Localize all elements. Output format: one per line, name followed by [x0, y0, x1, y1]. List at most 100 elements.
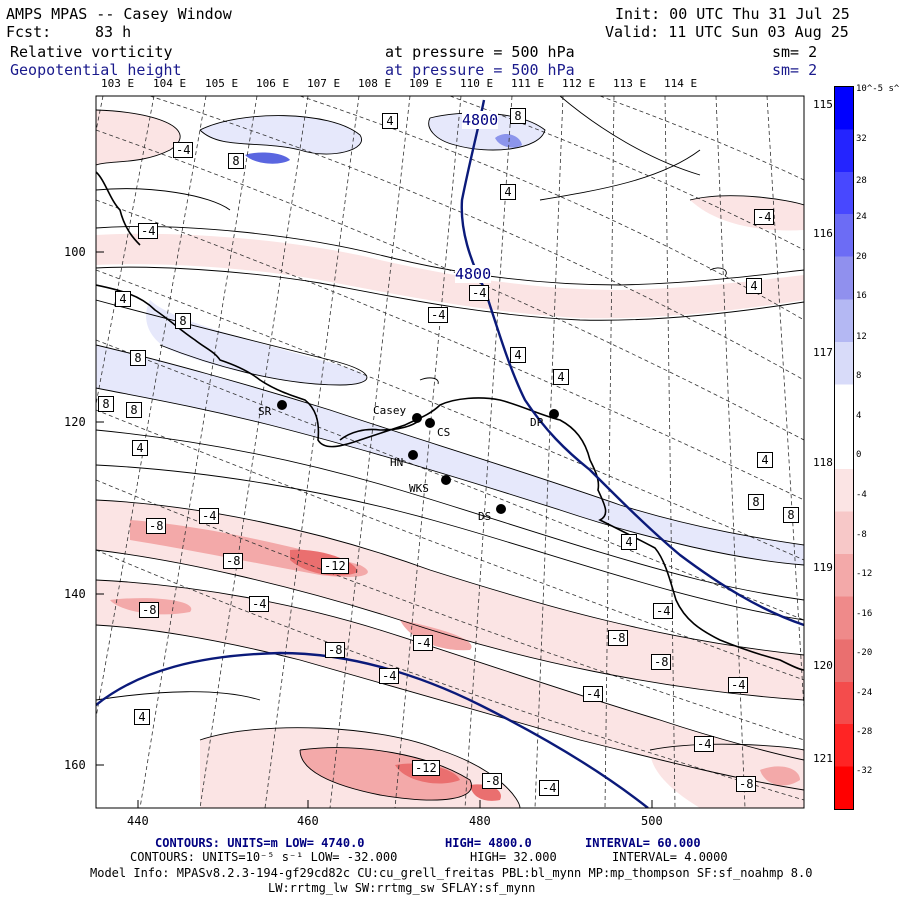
vorticity-fill-negative	[96, 580, 804, 790]
station-marker[interactable]	[408, 450, 418, 460]
station-marker[interactable]	[441, 475, 451, 485]
footer-vorticity-high: HIGH= 32.000	[470, 850, 557, 864]
init-time: Init: 00 UTC Thu 31 Jul 25	[615, 5, 850, 23]
colorbar-tick: 4	[856, 411, 862, 421]
vorticity-label: -4	[728, 677, 749, 693]
vorticity-label: -4	[583, 686, 604, 702]
colorbar-tick: 32	[856, 134, 867, 144]
x-axis-label: 440	[127, 814, 149, 828]
y-axis-label: 120	[64, 415, 86, 429]
lon-label: 104 E	[153, 77, 187, 90]
lon-label: 106 E	[256, 77, 290, 90]
vorticity-fill-negative	[300, 747, 472, 800]
colorbar-tick: -12	[856, 569, 873, 579]
field1-name: Relative vorticity	[10, 43, 173, 61]
colorbar-tick: -20	[856, 648, 873, 658]
lon-label: 113 E	[613, 77, 647, 90]
lon-label: 109 E	[409, 77, 443, 90]
vorticity-label: 4	[746, 278, 762, 294]
vorticity-label: 4	[382, 113, 398, 129]
station-label: CS	[437, 426, 451, 439]
lon-label: 107 E	[307, 77, 341, 90]
station-marker[interactable]	[496, 504, 506, 514]
footer-height-interval: INTERVAL= 60.000	[585, 836, 701, 850]
colorbar-tick: 28	[856, 176, 867, 186]
lon-label: 110 E	[460, 77, 494, 90]
vorticity-label: 4	[553, 369, 569, 385]
height-contour-4800-south	[96, 651, 649, 808]
station-marker[interactable]	[425, 418, 435, 428]
vorticity-label: -8	[651, 654, 672, 670]
vorticity-label: 8	[748, 494, 764, 510]
vorticity-label: -4	[173, 142, 194, 158]
valid-time: Valid: 11 UTC Sun 03 Aug 25	[605, 23, 849, 41]
colorbar	[834, 86, 854, 810]
footer-vorticity-interval: INTERVAL= 4.0000	[612, 850, 728, 864]
field1-smoothing: sm= 2	[772, 43, 818, 61]
lon-label: 111 E	[511, 77, 545, 90]
vorticity-label: 4	[757, 452, 773, 468]
vorticity-fill-positive	[96, 345, 804, 565]
colorbar-tick: 16	[856, 291, 867, 301]
x-axis-label: 480	[469, 814, 491, 828]
vorticity-label: 8	[783, 507, 799, 523]
vorticity-label: -4	[653, 603, 674, 619]
vorticity-fill-positive	[245, 152, 290, 164]
vorticity-label: -4	[249, 596, 270, 612]
forecast-label: Fcst:	[6, 23, 52, 41]
height-label: 4800	[455, 265, 492, 283]
vorticity-label: -4	[379, 668, 400, 684]
colorbar-tick: -4	[856, 490, 867, 500]
vorticity-label: -8	[223, 553, 244, 569]
coastline	[96, 171, 804, 671]
vorticity-fill-negative	[760, 766, 800, 786]
colorbar-tick: 8	[856, 371, 862, 381]
vorticity-label: -4	[754, 209, 775, 225]
station-label: SR	[258, 405, 272, 418]
station-marker[interactable]	[412, 413, 422, 423]
field2-name: Geopotential height	[10, 61, 182, 79]
x-axis-label: 500	[641, 814, 663, 828]
lon-label: 108 E	[358, 77, 392, 90]
forecast-hour: 83 h	[95, 23, 132, 41]
field2-level: at pressure = 500 hPa	[385, 61, 575, 79]
station-label: HN	[390, 456, 404, 469]
footer-height-contours: CONTOURS: UNITS=m LOW= 4740.0	[155, 836, 365, 850]
colorbar-tick: -32	[856, 766, 873, 776]
vorticity-label: 4	[510, 347, 526, 363]
vorticity-label: 4	[134, 709, 150, 725]
field1-level: at pressure = 500 hPa	[385, 43, 575, 61]
lon-label: 103 E	[101, 77, 135, 90]
height-contour-4800-north	[460, 99, 804, 627]
colorbar-tick: 12	[856, 332, 867, 342]
vorticity-label: -4	[694, 736, 715, 752]
vorticity-label: -4	[138, 223, 159, 239]
vorticity-label: 4	[621, 534, 637, 550]
vorticity-fill-positive	[146, 300, 367, 386]
lon-label: 114 E	[664, 77, 698, 90]
height-label: 4800	[462, 111, 499, 129]
vorticity-label: 4	[132, 440, 148, 456]
colorbar-tick: -28	[856, 727, 873, 737]
y-axis-label: 160	[64, 758, 86, 772]
footer-model-info: Model Info: MPASv8.2.3-194-gf29cd82c CU:…	[90, 866, 813, 880]
y-axis-label: 100	[64, 245, 86, 259]
lon-label: 105 E	[205, 77, 239, 90]
vorticity-label: -4	[413, 635, 434, 651]
station-marker[interactable]	[549, 409, 559, 419]
vorticity-fill-negative	[400, 620, 472, 651]
colorbar-tick: 24	[856, 212, 867, 222]
station-label: Casey	[373, 404, 407, 417]
vorticity-label: -4	[428, 307, 449, 323]
vorticity-label: -8	[325, 642, 346, 658]
footer-height-high: HIGH= 4800.0	[445, 836, 532, 850]
vorticity-label: 8	[126, 402, 142, 418]
station-marker[interactable]	[277, 400, 287, 410]
vorticity-label: 8	[175, 313, 191, 329]
footer-model-physics: LW:rrtmg_lw SW:rrtmg_sw SFLAY:sf_mynn	[268, 881, 536, 895]
colorbar-tick: 0	[856, 450, 862, 460]
vorticity-label: -8	[146, 518, 167, 534]
station-label: DP	[530, 416, 544, 429]
vorticity-label: -8	[608, 630, 629, 646]
